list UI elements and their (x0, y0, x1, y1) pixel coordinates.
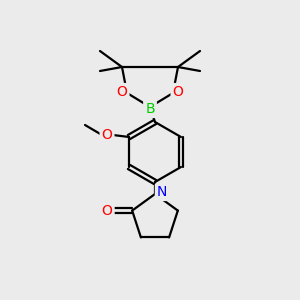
Text: O: O (172, 85, 183, 99)
Text: O: O (102, 128, 112, 142)
Text: O: O (117, 85, 128, 99)
Text: B: B (145, 102, 155, 116)
Text: N: N (157, 185, 167, 199)
Text: O: O (102, 204, 112, 218)
